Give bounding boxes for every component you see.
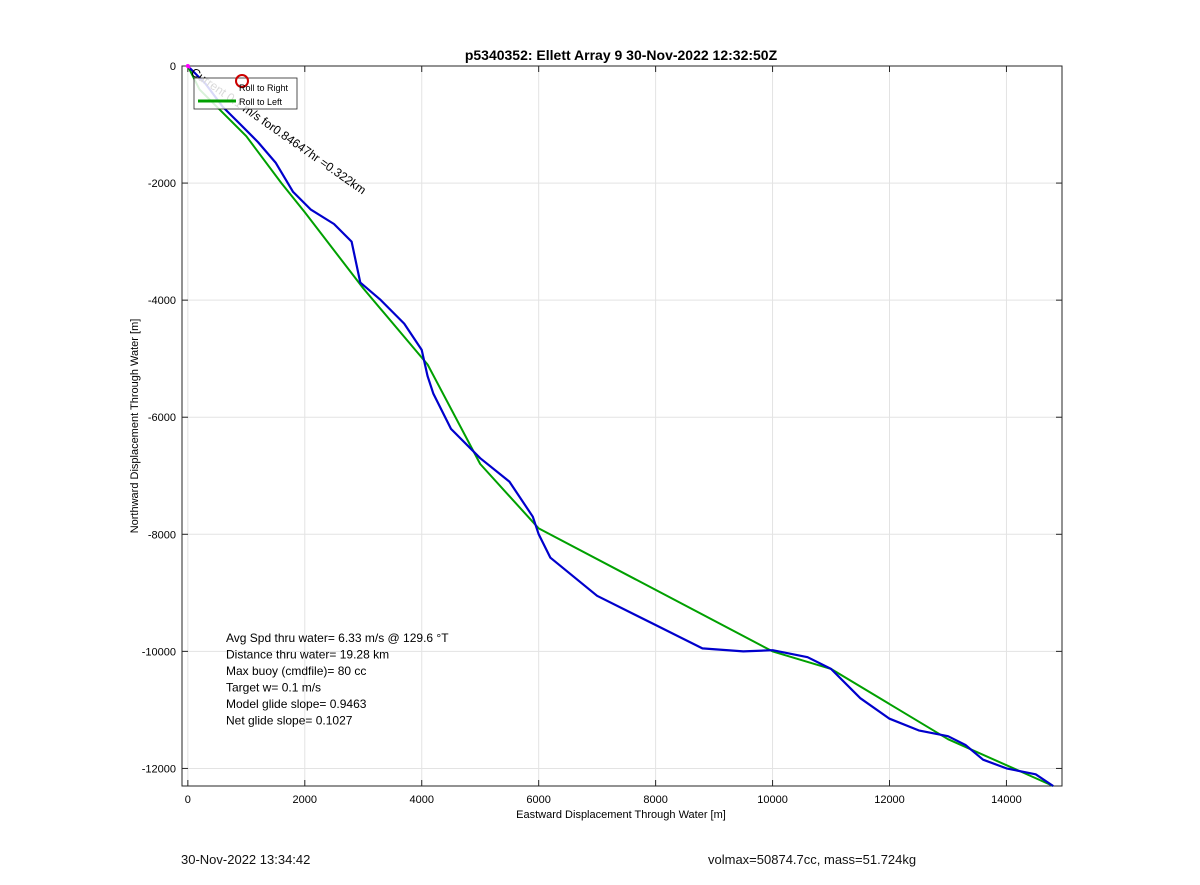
axis-ticks: 0 2000 4000 6000 8000 10000 12000 14000 0 -2000 -4… <box>142 61 1062 806</box>
y-axis-label: Northward Displacement Through Water [m] <box>129 319 141 534</box>
legend-label: Roll to Left <box>239 97 283 107</box>
stats-line: Distance thru water= 19.28 km <box>226 648 389 662</box>
legend-marker-roll-right <box>235 74 249 88</box>
series-line-1 <box>187 65 1054 787</box>
x-tick-label: 6000 <box>526 794 550 806</box>
y-tick-label: -10000 <box>142 646 176 658</box>
footer-mass-info: volmax=50874.7cc, mass=51.724kg <box>708 852 917 867</box>
y-tick-label: -6000 <box>148 412 176 424</box>
x-axis-label: Eastward Displacement Through Water [m] <box>516 809 726 821</box>
legend-box <box>193 77 298 110</box>
chart-title: p5340352: Ellett Array 9 30-Nov-2022 12:… <box>465 47 778 63</box>
series-line-0 <box>186 65 1054 787</box>
y-tick-label: 0 <box>170 61 176 73</box>
x-tick-label: 4000 <box>409 794 433 806</box>
x-tick-label: 10000 <box>757 794 788 806</box>
stats-annotation: Avg Spd thru water= 6.33 m/s @ 129.6 °T D… <box>226 631 449 728</box>
stats-line: Target w= 0.1 m/s <box>226 681 321 695</box>
footer-timestamp: 30-Nov-2022 13:34:42 <box>181 852 311 867</box>
plot-area <box>181 65 1063 787</box>
x-tick-label: 0 <box>185 794 191 806</box>
x-tick-label: 8000 <box>643 794 667 806</box>
stats-line: Model glide slope= 0.9463 <box>226 697 367 711</box>
stats-line: Net glide slope= 0.1027 <box>226 714 353 728</box>
grid <box>182 65 1062 786</box>
series <box>186 65 1054 787</box>
x-tick-label: 12000 <box>874 794 905 806</box>
current-origin-marker <box>185 64 190 68</box>
y-tick-label: -4000 <box>148 295 176 307</box>
stats-line: Avg Spd thru water= 6.33 m/s @ 129.6 °T <box>226 631 449 645</box>
stats-line: Max buoy (cmdfile)= 80 cc <box>226 664 366 678</box>
legend-label: Roll to Right <box>239 83 289 93</box>
x-tick-label: 14000 <box>991 794 1022 806</box>
y-tick-label: -8000 <box>148 529 176 541</box>
y-tick-label: -2000 <box>148 178 176 190</box>
legend: Roll to Right Roll to Left <box>193 74 298 110</box>
x-tick-label: 2000 <box>293 794 317 806</box>
y-tick-label: -12000 <box>142 763 176 775</box>
